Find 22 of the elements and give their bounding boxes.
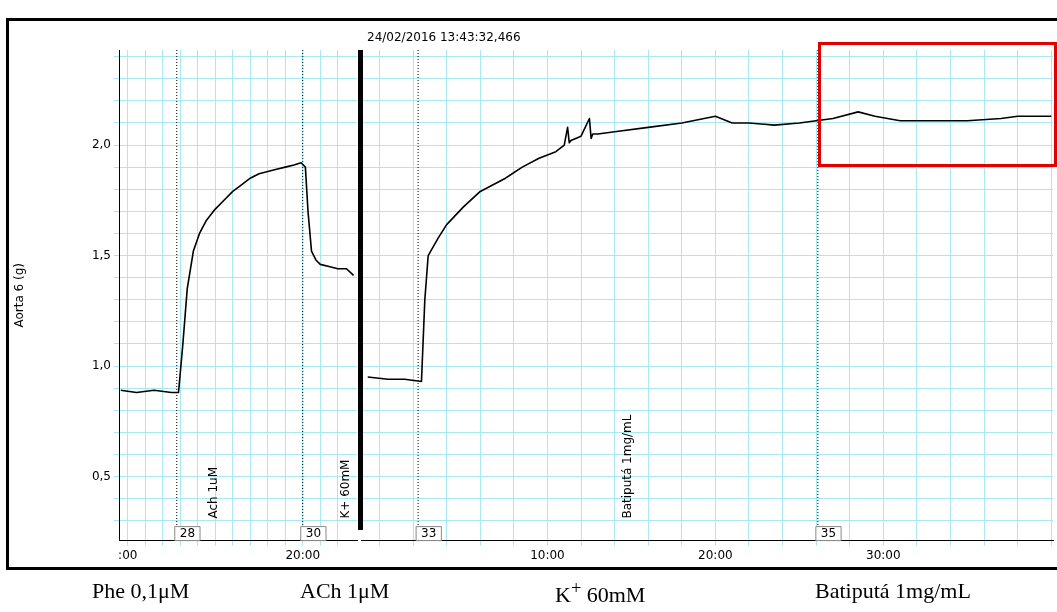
text: 24/02/2016 13:43:32,466 bbox=[367, 30, 521, 44]
annotation: 33 bbox=[421, 525, 437, 540]
y-tick-label: 0,5 bbox=[91, 468, 111, 483]
y-axis-title: Aorta 6 (g) bbox=[12, 263, 27, 328]
x-tick-label: 20:00 bbox=[285, 547, 321, 562]
text: Phe 0,1μM bbox=[92, 578, 190, 604]
text: K$^{+}$ 60mM bbox=[555, 578, 646, 609]
x-tick-label: :00 bbox=[118, 547, 138, 562]
y-tick-label: 2,0 bbox=[91, 137, 111, 152]
annotation: Batiputá 1mg/mL bbox=[619, 414, 634, 519]
annotation: 35 bbox=[820, 525, 837, 540]
x-tick-label: 10:00 bbox=[530, 547, 565, 562]
annotation: Ach 1uM bbox=[206, 466, 221, 519]
x-tick-label: 20:00 bbox=[698, 547, 733, 562]
text: ACh 1μM bbox=[300, 578, 390, 604]
x-tick-label: 30:00 bbox=[866, 547, 901, 562]
y-tick-label: 1,5 bbox=[91, 247, 111, 262]
annotation: 30 bbox=[305, 525, 322, 540]
text: Batiputá 1mg/mL bbox=[815, 578, 971, 604]
annotation: K+ 60mM bbox=[338, 459, 353, 519]
y-tick-label: 1,0 bbox=[91, 358, 111, 373]
annotation: 28 bbox=[179, 525, 196, 540]
